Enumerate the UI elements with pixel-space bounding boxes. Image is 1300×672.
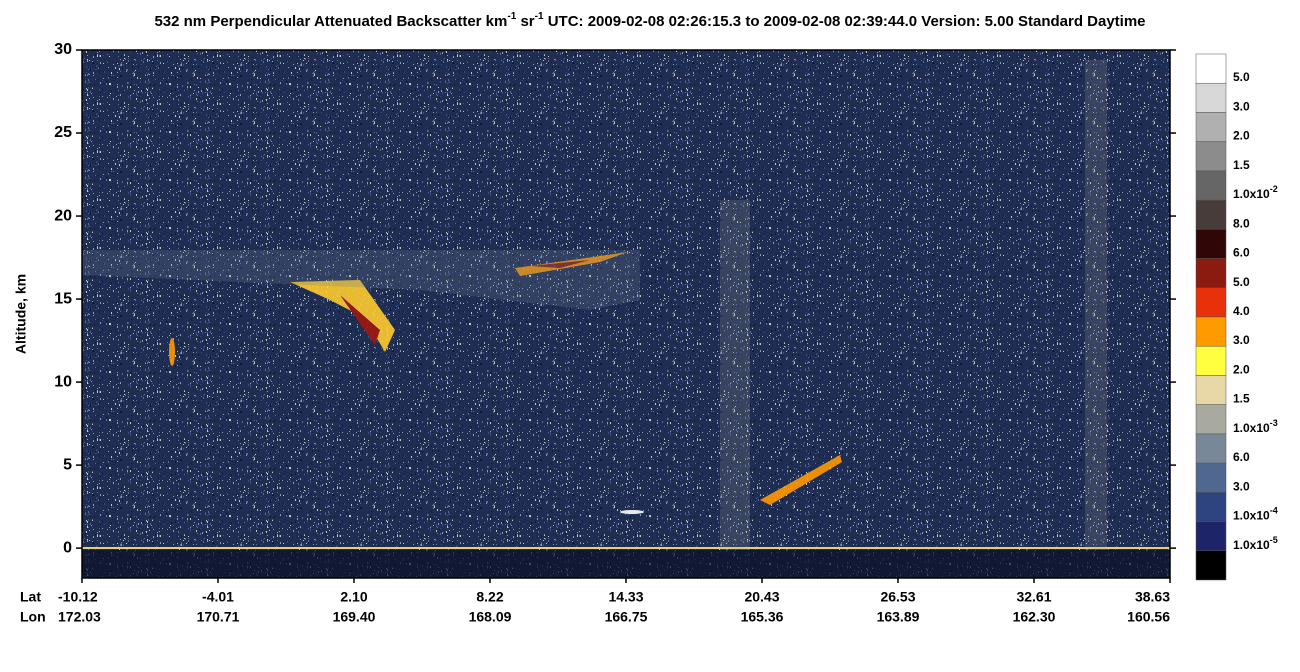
colorbar-box <box>1195 170 1227 201</box>
colorbar-box <box>1195 258 1227 289</box>
colorbar-label-text: 5.0 <box>1233 70 1250 84</box>
lon-label: 170.71 <box>197 609 240 625</box>
colorbar-label-text: 1.5 <box>1233 392 1250 406</box>
subsurface <box>82 550 1170 578</box>
colorbar-box <box>1195 316 1227 347</box>
title-text: sr <box>516 13 535 30</box>
lon-label: 165.36 <box>741 609 784 625</box>
lon-label: 166.75 <box>605 609 648 625</box>
colorbar-label: 3.0 <box>1233 100 1250 114</box>
y-tick-label: 5 <box>63 456 72 473</box>
lat-label: 2.10 <box>340 589 367 605</box>
colorbar-box <box>1195 287 1227 318</box>
lat-label: 26.53 <box>880 589 915 605</box>
lon-label: 169.40 <box>333 609 376 625</box>
lat-label: 20.43 <box>744 589 779 605</box>
lat-label: 8.22 <box>476 589 503 605</box>
colorbar-label-text: 1.0x10 <box>1233 538 1270 552</box>
colorbar-label: 1.0x10-2 <box>1233 184 1278 201</box>
colorbar-label-exponent: -4 <box>1270 506 1278 516</box>
colorbar-label-text: 6.0 <box>1233 246 1250 260</box>
colorbar-box <box>1195 375 1227 405</box>
colorbar-label: 1.5 <box>1233 158 1250 172</box>
lat-label: -4.01 <box>202 589 234 605</box>
colorbar-label: 5.0 <box>1233 70 1250 84</box>
chart-title: 532 nm Perpendicular Attenuated Backscat… <box>154 11 1145 30</box>
lon-label: 163.89 <box>877 609 920 625</box>
colorbar-label: 1.0x10-3 <box>1233 418 1278 435</box>
lon-label: 162.30 <box>1013 609 1056 625</box>
y-tick-label: 0 <box>63 539 72 556</box>
colorbar-label-text: 4.0 <box>1233 304 1250 318</box>
colorbar-label-text: 3.0 <box>1233 100 1250 114</box>
y-tick-label: 15 <box>54 290 72 307</box>
lon-title: Lon <box>20 609 46 625</box>
colorbar-label-text: 2.0 <box>1233 129 1250 143</box>
colorbar-box <box>1195 141 1227 172</box>
title-superscript: -1 <box>507 11 516 22</box>
colorbar-box <box>1195 53 1227 84</box>
colorbar-box <box>1195 82 1227 113</box>
lat-label: 14.33 <box>608 589 643 605</box>
title-text: UTC: 2009-02-08 02:26:15.3 to 2009-02-08… <box>544 13 1146 30</box>
colorbar-label: 3.0 <box>1233 333 1250 347</box>
colorbar-box <box>1195 199 1227 230</box>
colorbar-label-text: 1.0x10 <box>1233 421 1270 435</box>
y-axis-label: Altitude, km <box>13 274 29 354</box>
lon-label: 172.03 <box>58 609 101 625</box>
colorbar-label: 5.0 <box>1233 275 1250 289</box>
colorbar-label-exponent: -3 <box>1270 418 1278 428</box>
lat-label: 38.63 <box>1135 589 1170 605</box>
y-tick-label: 10 <box>54 373 72 390</box>
y-tick-label: 20 <box>54 207 72 224</box>
colorbar-label-text: 3.0 <box>1233 333 1250 347</box>
colorbar-label: 1.0x10-5 <box>1233 535 1278 552</box>
colorbar-label-text: 1.0x10 <box>1233 187 1270 201</box>
colorbar-label-exponent: -5 <box>1270 535 1278 545</box>
lon-label: 160.56 <box>1127 609 1170 625</box>
colorbar-box <box>1195 345 1227 376</box>
colorbar-label: 1.0x10-4 <box>1233 506 1278 523</box>
colorbar-label: 3.0 <box>1233 480 1250 494</box>
colorbar-box <box>1195 404 1227 435</box>
colorbar-label-text: 5.0 <box>1233 275 1250 289</box>
colorbar-label: 1.5 <box>1233 392 1250 406</box>
plot-texture <box>82 50 1170 578</box>
colorbar-label-text: 8.0 <box>1233 217 1250 231</box>
lat-title: Lat <box>20 589 41 605</box>
lon-label: 168.09 <box>469 609 512 625</box>
colorbar-box <box>1195 492 1227 522</box>
title-superscript: -1 <box>535 11 544 22</box>
colorbar-label: 2.0 <box>1233 129 1250 143</box>
colorbar-box <box>1195 550 1227 581</box>
colorbar-label: 6.0 <box>1233 450 1250 464</box>
colorbar-box <box>1195 112 1227 142</box>
colorbar-label: 8.0 <box>1233 217 1250 231</box>
colorbar-label: 2.0 <box>1233 363 1250 377</box>
aerosol-features <box>82 60 1107 550</box>
y-tick-label: 30 <box>54 41 72 58</box>
colorbar-box <box>1195 433 1227 464</box>
colorbar-label-text: 1.5 <box>1233 158 1250 172</box>
colorbar-label-text: 2.0 <box>1233 363 1250 377</box>
lat-label: -10.12 <box>58 589 98 605</box>
colorbar-box <box>1195 229 1227 259</box>
colorbar-label-exponent: -2 <box>1270 184 1278 194</box>
y-tick-label: 25 <box>54 124 72 141</box>
colorbar-label-text: 1.0x10 <box>1233 509 1270 523</box>
colorbar-label: 6.0 <box>1233 246 1250 260</box>
colorbar-box <box>1195 462 1227 493</box>
title-text: 532 nm Perpendicular Attenuated Backscat… <box>154 13 507 30</box>
colorbar-box <box>1195 521 1227 552</box>
colorbar-label-text: 6.0 <box>1233 450 1250 464</box>
colorbar-label-text: 3.0 <box>1233 480 1250 494</box>
colorbar-label: 4.0 <box>1233 304 1250 318</box>
lat-label: 32.61 <box>1016 589 1051 605</box>
